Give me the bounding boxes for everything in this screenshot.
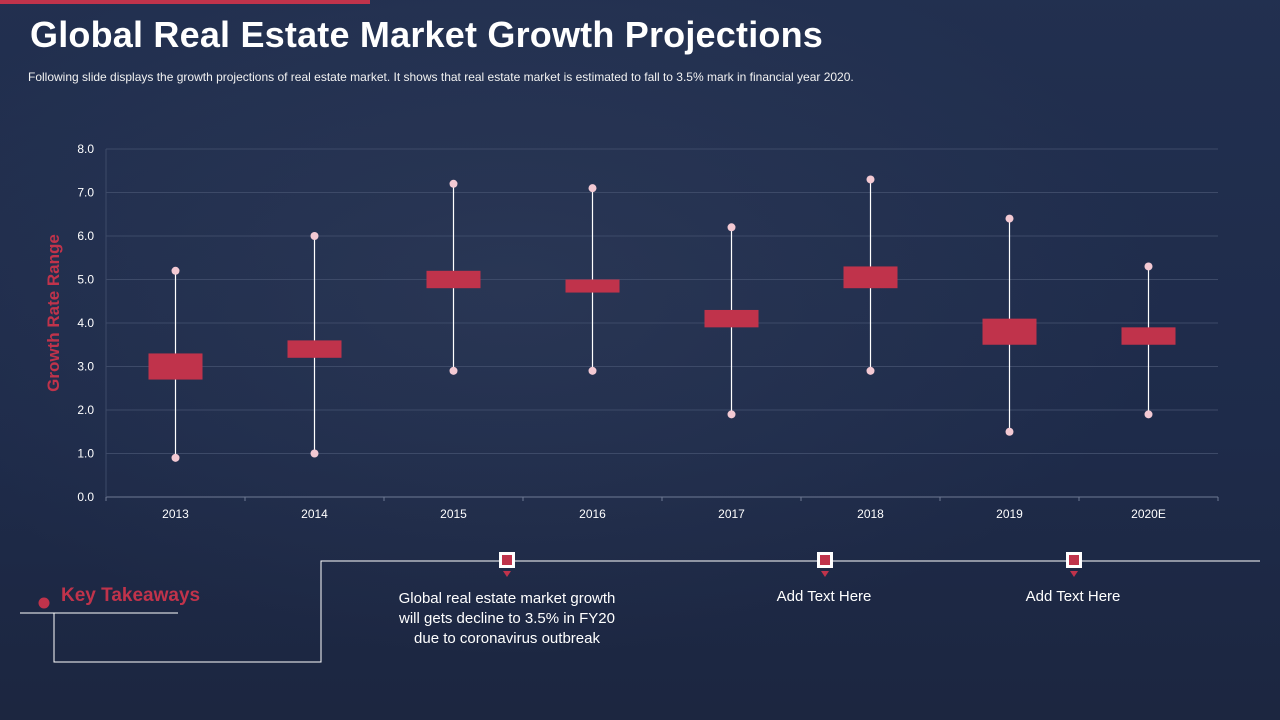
high-point [310, 232, 319, 240]
low-point [171, 453, 180, 462]
key-takeaways-title: Key Takeaways [61, 585, 201, 606]
takeaway-bullet-icon [38, 597, 50, 609]
low-point [727, 410, 736, 419]
x-tick-label: 2017 [718, 507, 745, 521]
x-tick-label: 2019 [996, 507, 1023, 521]
box-2014 [287, 340, 342, 358]
takeaway-marker-icon [499, 552, 515, 577]
y-tick-label: 1.0 [77, 447, 94, 461]
x-tick-label: 2014 [301, 507, 328, 521]
x-tick-label: 2013 [162, 507, 189, 521]
y-tick-label: 5.0 [77, 273, 94, 287]
box-2015 [426, 270, 481, 289]
y-tick-label: 3.0 [77, 360, 94, 374]
box-2017 [704, 309, 759, 328]
x-tick-label: 2016 [579, 507, 606, 521]
y-tick-labels: 0.0 1.0 2.0 3.0 4.0 5.0 6.0 7.0 8.0 [77, 142, 94, 504]
box-2020E [1121, 327, 1176, 345]
marker-square [820, 555, 830, 565]
marker-square [502, 555, 512, 565]
takeaway-text-2: Add Text Here [776, 588, 872, 605]
y-tick-label: 4.0 [77, 316, 94, 330]
low-point [866, 366, 875, 375]
x-tick-label: 2015 [440, 507, 467, 521]
box-marks [148, 175, 1176, 462]
slide-title: Global Real Estate Market Growth Project… [30, 14, 823, 55]
marker-pointer [821, 571, 829, 577]
high-point [1005, 214, 1014, 223]
marker-pointer [1070, 571, 1078, 577]
takeaway-connector [20, 560, 1260, 663]
high-point [449, 179, 458, 188]
low-point [1005, 427, 1014, 436]
y-tick-label: 0.0 [77, 490, 94, 504]
y-tick-label: 6.0 [77, 229, 94, 243]
y-tick-label: 8.0 [77, 142, 94, 156]
box-2016 [565, 279, 620, 293]
marker-square [1069, 555, 1079, 565]
low-point [310, 449, 319, 458]
high-point [171, 266, 180, 275]
x-tick-label: 2020E [1131, 507, 1166, 521]
x-tick-label: 2018 [857, 507, 884, 521]
takeaway-marker-icon [1066, 552, 1082, 577]
marker-pointer [503, 571, 511, 577]
box-2013 [148, 353, 203, 380]
low-point [588, 366, 597, 375]
y-tick-label: 2.0 [77, 403, 94, 417]
high-point [727, 223, 736, 232]
box-2019 [982, 318, 1037, 345]
slide-subtitle: Following slide displays the growth proj… [28, 70, 854, 84]
grid-lines [105, 148, 1219, 501]
low-point [1144, 410, 1153, 419]
high-point [1144, 262, 1153, 271]
high-point [866, 175, 875, 184]
takeaway-markers [499, 552, 1082, 577]
takeaway-marker-icon [817, 552, 833, 577]
y-tick-label: 7.0 [77, 186, 94, 200]
takeaway-text-1: Global real estate market growth will ge… [398, 590, 616, 647]
x-tick-labels: 2013 2014 2015 2016 2017 2018 2019 2020E [162, 507, 1166, 521]
takeaway-text-3: Add Text Here [1025, 588, 1121, 605]
y-axis-label: Growth Rate Range [44, 234, 63, 392]
accent-bar [0, 0, 370, 4]
low-point [449, 366, 458, 375]
high-point [588, 184, 597, 193]
box-2018 [843, 266, 898, 289]
